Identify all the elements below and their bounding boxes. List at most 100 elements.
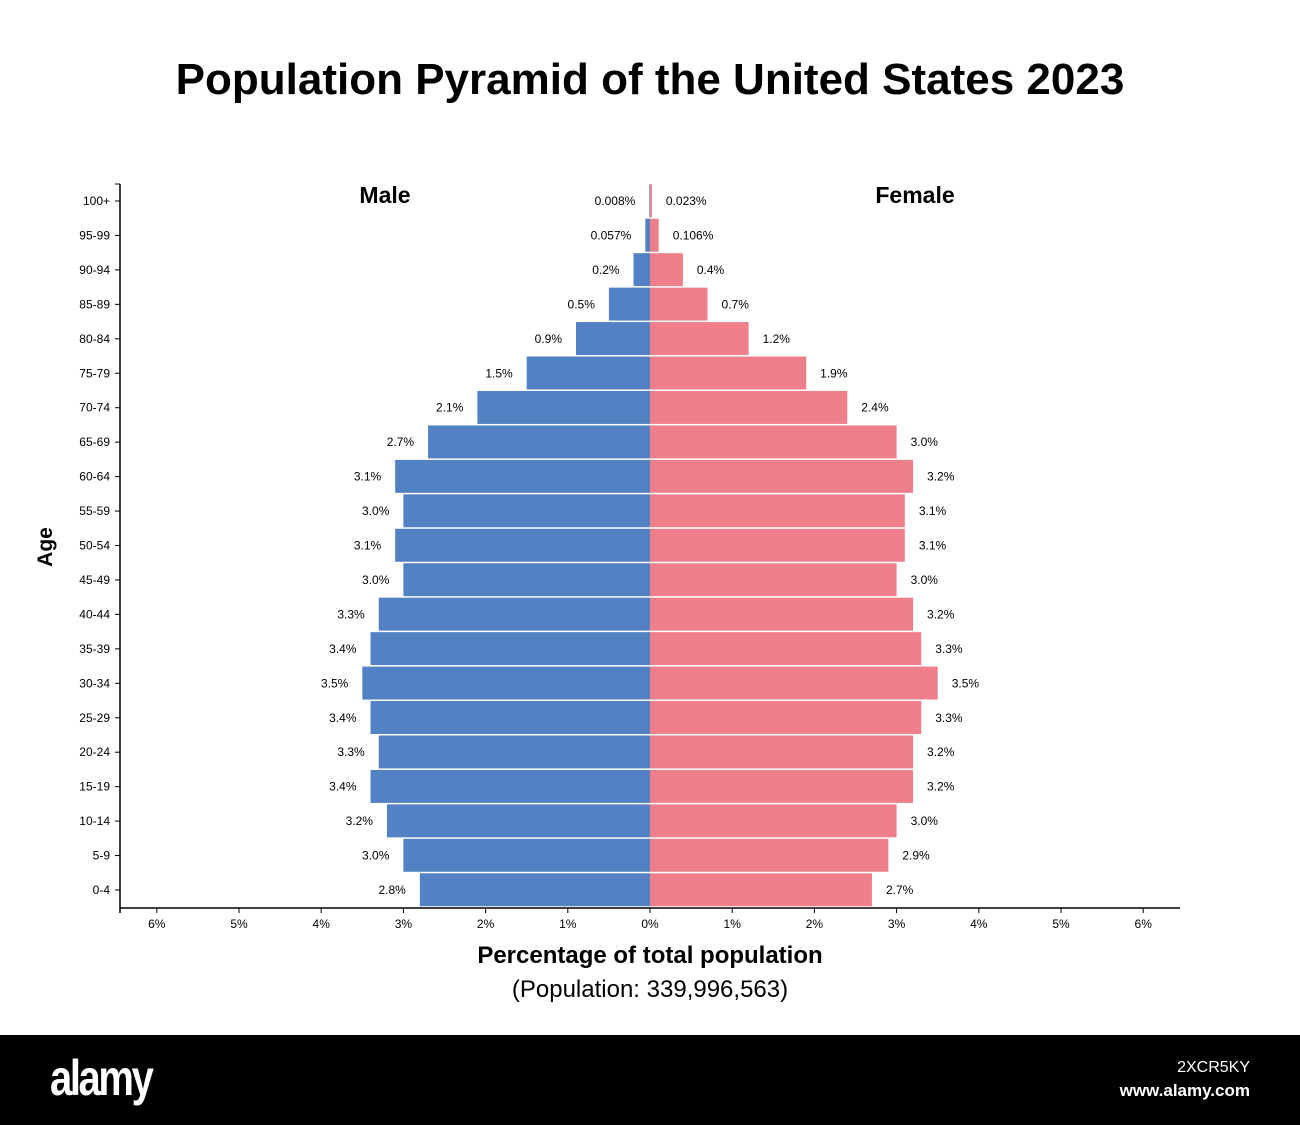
x-tick-label: 6% bbox=[1135, 917, 1153, 931]
bar-label-male: 3.5% bbox=[321, 676, 349, 690]
bar-female-55-59 bbox=[650, 494, 905, 528]
bar-label-male: 2.8% bbox=[378, 883, 406, 897]
bar-female-60-64 bbox=[650, 459, 914, 493]
x-tick-label: 2% bbox=[477, 917, 495, 931]
population-subtitle: (Population: 339,996,563) bbox=[511, 976, 789, 1003]
bar-male-10-14 bbox=[386, 804, 650, 838]
bar-male-40-44 bbox=[378, 597, 650, 631]
bar-label-female: 3.1% bbox=[919, 539, 947, 553]
y-tick-label: 85-89 bbox=[79, 297, 110, 311]
bar-male-30-34 bbox=[362, 666, 650, 700]
bar-label-female: 1.9% bbox=[820, 366, 848, 380]
y-tick-label: 15-19 bbox=[79, 780, 110, 794]
bar-male-0-4 bbox=[419, 873, 650, 907]
bar-female-35-39 bbox=[650, 632, 922, 666]
bar-female-65-69 bbox=[650, 425, 897, 459]
bar-female-45-49 bbox=[650, 563, 897, 597]
bar-label-male: 3.0% bbox=[362, 504, 390, 518]
bar-male-100+ bbox=[649, 184, 651, 218]
y-tick-label: 40-44 bbox=[79, 607, 110, 621]
y-tick-label: 35-39 bbox=[79, 642, 110, 656]
bar-male-70-74 bbox=[477, 390, 650, 424]
bar-label-male: 3.4% bbox=[329, 711, 357, 725]
bar-male-45-49 bbox=[403, 563, 650, 597]
y-tick-label: 65-69 bbox=[79, 435, 110, 449]
site-url: www.alamy.com bbox=[1119, 1081, 1250, 1100]
bar-label-male: 0.9% bbox=[535, 332, 563, 346]
bar-label-male: 3.4% bbox=[329, 780, 357, 794]
bar-label-female: 0.7% bbox=[722, 297, 750, 311]
bar-male-95-99 bbox=[645, 218, 650, 252]
bar-label-female: 3.2% bbox=[927, 745, 955, 759]
bar-label-female: 3.2% bbox=[927, 780, 955, 794]
bar-female-20-24 bbox=[650, 735, 914, 769]
bar-male-55-59 bbox=[403, 494, 650, 528]
bar-male-80-84 bbox=[576, 322, 650, 356]
bar-label-male: 3.0% bbox=[362, 573, 390, 587]
bar-label-male: 3.4% bbox=[329, 642, 357, 656]
bar-label-female: 0.106% bbox=[673, 228, 714, 242]
legend-male: Male bbox=[359, 182, 410, 208]
bar-label-female: 0.023% bbox=[666, 194, 707, 208]
bar-female-95-99 bbox=[650, 218, 659, 252]
bar-male-15-19 bbox=[370, 769, 650, 803]
bar-male-65-69 bbox=[428, 425, 650, 459]
x-tick-label: 2% bbox=[806, 917, 824, 931]
y-tick-label: 0-4 bbox=[93, 883, 111, 897]
x-tick-label: 3% bbox=[888, 917, 906, 931]
y-tick-label: 50-54 bbox=[79, 539, 110, 553]
bar-male-50-54 bbox=[395, 528, 650, 562]
bar-male-35-39 bbox=[370, 632, 650, 666]
bar-label-female: 3.0% bbox=[911, 435, 939, 449]
bar-label-female: 3.3% bbox=[935, 711, 963, 725]
y-tick-label: 70-74 bbox=[79, 401, 110, 415]
y-tick-label: 30-34 bbox=[79, 676, 110, 690]
bar-label-female: 3.1% bbox=[919, 504, 947, 518]
bar-label-male: 2.1% bbox=[436, 401, 464, 415]
bar-female-5-9 bbox=[650, 838, 889, 872]
bar-male-60-64 bbox=[395, 459, 650, 493]
bar-female-70-74 bbox=[650, 390, 848, 424]
bar-female-40-44 bbox=[650, 597, 914, 631]
bar-female-50-54 bbox=[650, 528, 905, 562]
x-tick-label: 0% bbox=[641, 917, 659, 931]
bar-male-85-89 bbox=[608, 287, 650, 321]
x-axis-label: Percentage of total population bbox=[477, 942, 823, 969]
bar-female-75-79 bbox=[650, 356, 807, 390]
bar-female-85-89 bbox=[650, 287, 708, 321]
x-tick-label: 3% bbox=[395, 917, 413, 931]
bar-female-0-4 bbox=[650, 873, 872, 907]
x-tick-label: 6% bbox=[148, 917, 166, 931]
bar-label-male: 0.2% bbox=[592, 263, 620, 277]
y-tick-label: 90-94 bbox=[79, 263, 110, 277]
bar-female-80-84 bbox=[650, 322, 749, 356]
y-tick-label: 95-99 bbox=[79, 228, 110, 242]
bar-male-90-94 bbox=[633, 253, 650, 287]
y-tick-label: 80-84 bbox=[79, 332, 110, 346]
bar-label-female: 3.5% bbox=[952, 676, 980, 690]
y-axis-label: Age bbox=[34, 527, 57, 567]
bar-label-male: 3.1% bbox=[354, 470, 382, 484]
bar-label-female: 3.0% bbox=[911, 573, 939, 587]
bar-label-male: 0.5% bbox=[568, 297, 596, 311]
alamy-logo: alamy bbox=[50, 1050, 154, 1106]
bar-male-20-24 bbox=[378, 735, 650, 769]
y-tick-label: 10-14 bbox=[79, 814, 110, 828]
bar-label-male: 3.1% bbox=[354, 539, 382, 553]
y-tick-label: 45-49 bbox=[79, 573, 110, 587]
y-tick-label: 55-59 bbox=[79, 504, 110, 518]
x-tick-label: 1% bbox=[559, 917, 577, 931]
bar-label-male: 2.7% bbox=[387, 435, 415, 449]
chart-title: Population Pyramid of the United States … bbox=[175, 55, 1125, 104]
bar-label-female: 3.3% bbox=[935, 642, 963, 656]
x-tick-label: 4% bbox=[313, 917, 331, 931]
bar-label-female: 2.7% bbox=[886, 883, 914, 897]
bar-label-female: 2.4% bbox=[861, 401, 889, 415]
x-tick-label: 5% bbox=[1052, 917, 1070, 931]
bar-female-100+ bbox=[650, 184, 652, 218]
bar-label-male: 3.3% bbox=[337, 607, 365, 621]
bar-label-male: 3.0% bbox=[362, 849, 390, 863]
y-tick-label: 75-79 bbox=[79, 366, 110, 380]
bar-female-25-29 bbox=[650, 701, 922, 734]
